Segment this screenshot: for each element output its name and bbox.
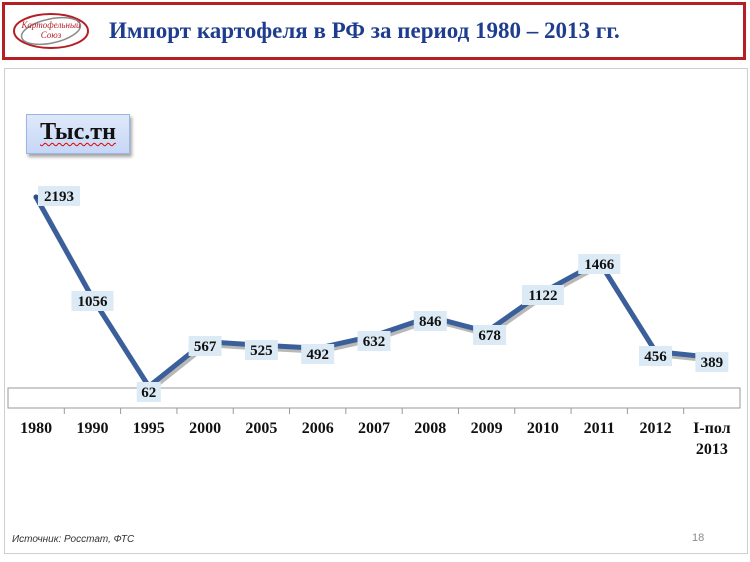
x-tick-label: 2007 bbox=[358, 420, 390, 437]
x-tick-label: 2010 bbox=[527, 420, 559, 437]
logo-icon: Картофельный Союз bbox=[13, 13, 89, 49]
data-label-bg bbox=[188, 336, 222, 356]
data-label-bg bbox=[357, 331, 391, 351]
x-tick-label: 2011 bbox=[584, 420, 615, 437]
data-label-bg bbox=[413, 311, 447, 331]
data-label-text: 62 bbox=[141, 385, 156, 401]
data-label-bg bbox=[71, 291, 114, 311]
data-point bbox=[33, 194, 39, 200]
data-label-text: 1122 bbox=[528, 288, 557, 304]
source-note: Источник: Росстат, ФТС bbox=[12, 534, 135, 545]
data-label: 678 bbox=[473, 325, 507, 345]
data-label: 846 bbox=[413, 311, 447, 331]
svg-text:Союз: Союз bbox=[41, 30, 62, 40]
data-label-bg bbox=[244, 340, 278, 360]
series-line bbox=[33, 194, 715, 389]
chart-frame bbox=[4, 68, 748, 554]
data-label-bg bbox=[473, 325, 507, 345]
data-label-text: 456 bbox=[644, 349, 667, 365]
data-label-text: 1056 bbox=[77, 294, 108, 310]
x-tick-label: 2000 bbox=[189, 420, 221, 437]
data-label: 456 bbox=[639, 346, 673, 366]
data-label-text: 632 bbox=[363, 334, 386, 350]
page-title: Импорт картофеля в РФ за период 1980 – 2… bbox=[109, 18, 620, 43]
data-label-text: 389 bbox=[701, 355, 724, 371]
x-tick-label: 2008 bbox=[414, 420, 446, 437]
x-tick-label: 2012 bbox=[640, 420, 672, 437]
data-label-text: 492 bbox=[306, 347, 329, 363]
unit-label-box: Тыс.тн bbox=[26, 114, 130, 154]
data-label: 62 bbox=[136, 382, 161, 402]
data-label: 492 bbox=[301, 344, 335, 364]
x-tick-label: 2009 bbox=[471, 420, 503, 437]
data-label-bg bbox=[136, 382, 161, 402]
data-label-text: 2193 bbox=[44, 189, 74, 205]
data-label: 1056 bbox=[71, 291, 114, 311]
x-tick-label: 2005 bbox=[245, 420, 277, 437]
x-axis-band bbox=[7, 387, 741, 409]
data-label-text: 846 bbox=[419, 314, 442, 330]
data-label-bg bbox=[695, 352, 729, 372]
data-label: 389 bbox=[695, 352, 729, 372]
data-label-text: 567 bbox=[194, 339, 217, 355]
data-label-text: 1466 bbox=[584, 257, 615, 273]
data-label: 525 bbox=[244, 340, 278, 360]
x-tick-label: 1980 bbox=[20, 420, 52, 437]
data-label-bg bbox=[301, 344, 335, 364]
data-label: 1122 bbox=[521, 285, 564, 305]
x-tick-label: 2013 bbox=[696, 441, 728, 458]
svg-text:Картофельный: Картофельный bbox=[20, 20, 81, 30]
data-label-bg bbox=[578, 254, 621, 274]
unit-label: Тыс.тн bbox=[40, 119, 116, 145]
data-label-bg bbox=[521, 285, 564, 305]
data-label-bg bbox=[639, 346, 673, 366]
header-banner: Картофельный Союз Импорт картофеля в РФ … bbox=[2, 2, 746, 60]
data-label: 1466 bbox=[578, 254, 621, 274]
x-tick-label: 1990 bbox=[76, 420, 108, 437]
data-label: 2193 bbox=[38, 186, 80, 206]
series-line-shadow bbox=[35, 197, 717, 392]
x-tick-label: 1995 bbox=[133, 420, 165, 437]
page-number: 18 bbox=[692, 532, 705, 544]
data-label-bg bbox=[38, 186, 80, 206]
data-label-text: 525 bbox=[250, 343, 273, 359]
x-tick-label: 2006 bbox=[302, 420, 334, 437]
data-label-text: 678 bbox=[478, 328, 501, 344]
x-tick-label: I-пол bbox=[693, 420, 731, 437]
data-label: 567 bbox=[188, 336, 222, 356]
data-label: 632 bbox=[357, 331, 391, 351]
